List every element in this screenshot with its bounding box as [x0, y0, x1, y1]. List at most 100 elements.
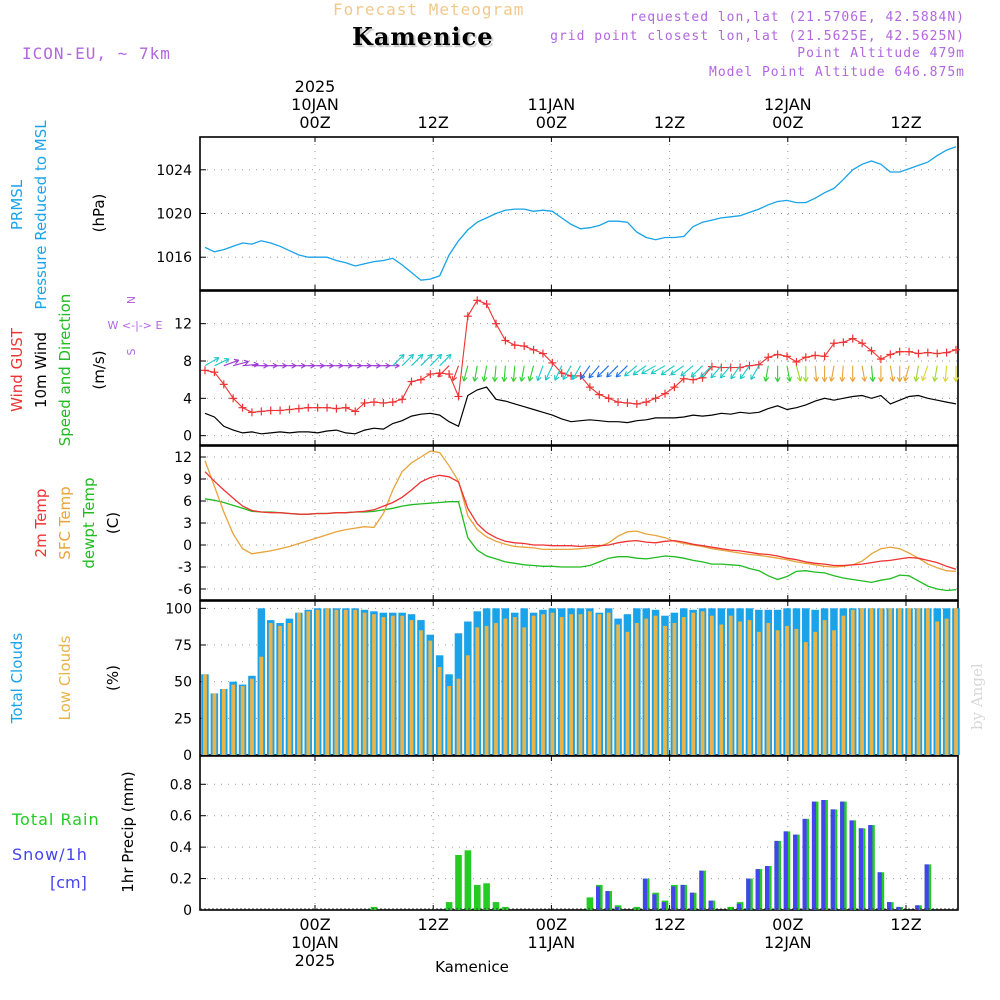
snow-bar [605, 891, 610, 910]
wind-direction-arrow [536, 365, 544, 382]
wind-direction-arrow [849, 365, 856, 382]
gust-marker [229, 394, 238, 403]
y-tick-label: 1016 [156, 250, 192, 266]
y-tick-label: 8 [183, 354, 192, 370]
snow-bar [661, 902, 666, 910]
gust-marker [257, 407, 266, 416]
gust-marker [548, 358, 557, 367]
gust-marker [952, 345, 960, 354]
wind-direction-arrow [392, 353, 405, 367]
rain-bar [474, 884, 481, 910]
dewpt-label: dewpt Temp [80, 477, 98, 568]
low-clouds-bar [747, 620, 752, 755]
rain-bar [370, 906, 378, 910]
gust-marker [651, 394, 660, 403]
y-tick-label: 0 [183, 429, 192, 445]
snow-bar [774, 840, 779, 910]
low-clouds-bar [954, 608, 958, 755]
wind-label: 10m Wind [32, 332, 50, 408]
wind-direction-arrow [472, 365, 479, 382]
gust-marker [876, 355, 885, 364]
low-clouds-bar [822, 620, 827, 755]
gust-marker [811, 351, 820, 360]
snow-bar [736, 903, 741, 910]
gust-marker [313, 403, 322, 412]
wind-direction-arrow [571, 365, 581, 380]
top-time-label: 12Z [654, 113, 685, 132]
low-clouds-bar [250, 678, 254, 755]
bottom-time-label: 00Z [536, 915, 567, 934]
wind-direction-arrow [795, 365, 803, 382]
gust-marker [219, 380, 228, 389]
y-tick-label: 12 [174, 317, 192, 333]
y-tick-label: -6 [178, 582, 192, 598]
gust-marker [445, 370, 454, 379]
low-clouds-bar [494, 623, 498, 755]
wind-direction-arrow [878, 365, 884, 382]
low-clouds-bar [297, 612, 301, 755]
gust-marker [201, 366, 209, 375]
snow-bar [896, 906, 901, 910]
wind-direction-arrow [606, 365, 619, 378]
low-clouds-bar [606, 612, 611, 755]
wind-direction-arrow [913, 365, 920, 382]
top-time-label: 10JAN [291, 95, 339, 114]
wind-direction-arrow [889, 365, 896, 382]
y-tick-label: 0.6 [170, 809, 192, 825]
gust-marker [492, 319, 501, 328]
panel-frame [199, 136, 959, 291]
gust-marker [294, 404, 303, 413]
y-tick-label: 100 [165, 601, 192, 617]
model-point-altitude: Model Point Altitude 646.875m [709, 65, 965, 80]
gust-marker [783, 352, 792, 361]
wind-direction-arrow [562, 365, 572, 380]
y-tick-label: 75 [174, 638, 192, 654]
gust-marker [858, 339, 867, 348]
low-clouds-bar [400, 615, 405, 755]
low-clouds-bar [353, 609, 358, 755]
wind-direction-arrow [223, 358, 240, 367]
snow-legend: Snow/1h [12, 845, 88, 864]
wind-direction-arrow [641, 365, 656, 375]
low-clouds-bar [813, 631, 818, 755]
low-clouds-bar [531, 615, 536, 755]
rain-bar [455, 855, 462, 910]
y-tick-label: 50 [174, 675, 192, 691]
gust-marker [567, 371, 576, 380]
panel-temperature: -6 -3 0 3 6 9 12 [174, 445, 959, 601]
snow-bar [680, 884, 685, 910]
low-clouds-bar [766, 623, 771, 755]
gust-marker [670, 383, 679, 392]
low-clouds-bar [634, 623, 639, 755]
low-clouds-bar [268, 623, 273, 755]
wind-direction-arrow [730, 365, 741, 380]
gust-marker [867, 346, 876, 355]
gust-marker [736, 363, 745, 372]
snow-bar [746, 878, 751, 910]
y-tick-label: -3 [178, 560, 192, 576]
gust-marker [604, 394, 613, 403]
snow-bar [811, 801, 817, 910]
low-clouds-bar [419, 630, 423, 755]
top-time-label: 00Z [772, 113, 803, 132]
rain-bar [502, 906, 509, 910]
low-clouds-bar [794, 628, 799, 755]
low-clouds-bar [691, 612, 696, 755]
bottom-time-label: 12Z [654, 915, 685, 934]
y-tick-label: 0 [183, 538, 192, 554]
wind-direction-arrow [615, 365, 628, 378]
gust-marker [416, 375, 425, 384]
gust-marker [614, 398, 623, 407]
low-clouds-bar [456, 678, 461, 755]
wind-direction-arrow [690, 365, 703, 378]
low-clouds-bar [850, 609, 855, 755]
gust-marker [895, 347, 904, 356]
low-clouds-bar [484, 625, 489, 755]
wind-direction-arrow [786, 365, 792, 382]
gust-marker [557, 369, 566, 378]
low-clouds-bar [362, 612, 367, 755]
gust-marker [679, 374, 688, 383]
grid-point-coordinates: grid point closest lon,lat (21.5625E, 42… [550, 29, 965, 44]
low-clouds-bar [503, 618, 508, 755]
wind-direction-arrow [204, 357, 220, 367]
